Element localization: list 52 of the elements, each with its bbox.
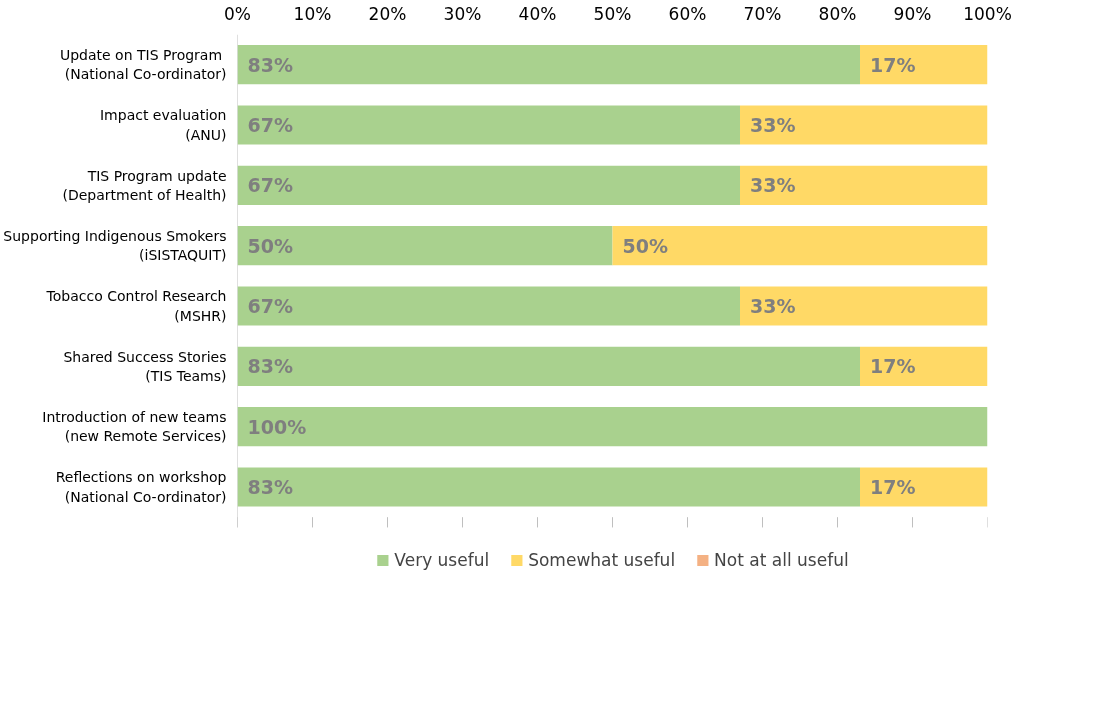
x-tick-label: 20% [368,3,407,24]
y-tick-label: Introduction of new teams (new Remote Services) [42,409,227,445]
legend-label: Somewhat useful [528,550,676,570]
x-tick-label: 30% [443,3,482,24]
bar [237,226,613,266]
data-label: 100% [247,415,307,438]
x-tick-label: 10% [293,3,332,24]
data-label: 83% [247,53,293,76]
data-label: 33% [750,295,796,318]
y-tick-label: Tobacco Control Research (MSHR) [45,288,227,324]
x-tick-label: 90% [893,3,932,24]
bar [740,105,988,145]
x-tick-label: 0% [224,3,251,24]
bar [237,346,860,386]
x-tick-label: 100% [963,3,1012,24]
data-label: 17% [870,476,916,499]
y-tick-label: Reflections on workshop (National Co-ordinator) [55,469,227,505]
y-tick-label: Impact evaluation (ANU) [99,107,227,143]
data-label: 17% [870,355,916,378]
bar [860,467,988,507]
bar [237,165,740,205]
bar [237,407,988,447]
bar [860,45,988,85]
y-tick-label: Supporting Indigenous Smokers (iSISTAQUIT) [3,228,227,264]
data-label: 67% [247,295,293,318]
x-tick-label: 60% [668,3,707,24]
y-tick-label: Update on TIS Program (National Co-ordinator) [59,47,227,83]
bar [612,226,988,266]
data-label: 83% [247,355,293,378]
bar [237,105,740,145]
x-tick-label: 70% [743,3,782,24]
bar [237,45,860,85]
x-tick-label: 40% [518,3,557,24]
bar [740,165,988,205]
data-label: 33% [750,114,796,136]
legend-label: Not at all useful [714,550,849,570]
y-tick-label: Shared Success Stories (TIS Teams) [63,348,227,384]
data-label: 67% [247,114,293,136]
data-label: 33% [750,174,796,197]
legend-label: Very useful [394,550,490,570]
bar [237,286,740,326]
x-tick-label: 80% [818,3,857,24]
data-label: 50% [622,234,668,257]
data-label: 17% [870,53,916,76]
bar [237,467,860,507]
y-tick-label: TIS Program update (Department of Health) [62,167,227,203]
data-label: 50% [247,234,293,257]
data-label: 67% [247,174,293,197]
bar [860,346,988,386]
bar [740,286,988,326]
x-tick-label: 50% [593,3,632,24]
data-label: 83% [247,476,293,499]
